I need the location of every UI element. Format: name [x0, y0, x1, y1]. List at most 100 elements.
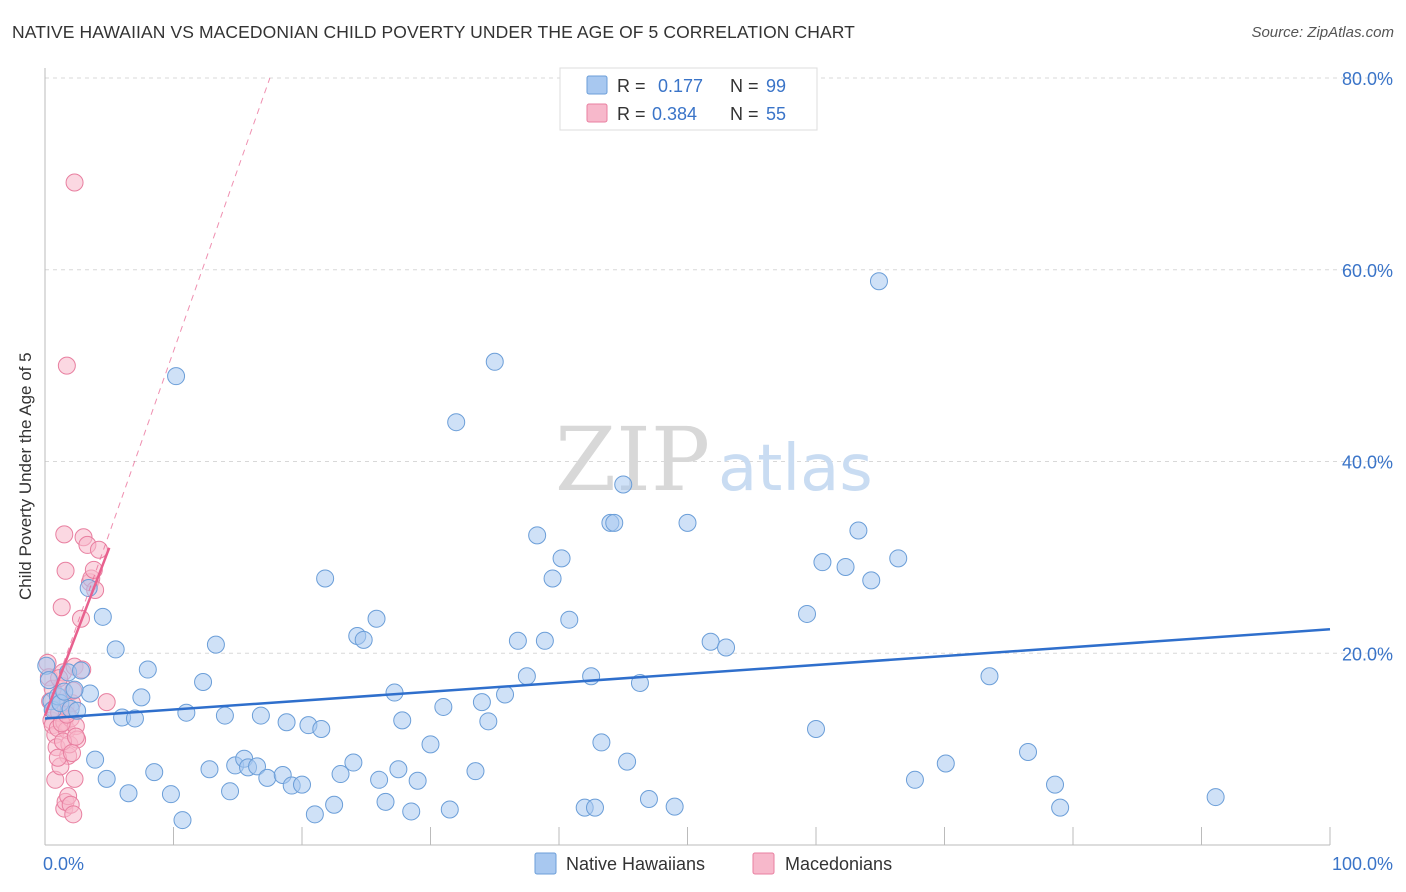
native-hawaiians-point-46	[316, 569, 335, 588]
native-hawaiians-point-103	[1051, 798, 1070, 817]
native-hawaiians-point-21	[132, 688, 151, 707]
macedonians-point-41	[55, 525, 74, 544]
native-hawaiians-point-92	[813, 553, 832, 572]
legend-r-label-1: R =	[617, 76, 646, 96]
trend-lines	[43, 77, 1331, 720]
legend-swatch-blue	[586, 75, 608, 95]
native-hawaiians-point-88	[701, 632, 720, 651]
macedonians-point-42	[56, 561, 75, 580]
native-hawaiians-point-72	[535, 631, 554, 650]
axes: 20.0% 40.0% 60.0% 80.0% 0.0% 100.0%	[43, 68, 1393, 874]
native-hawaiians-point-71	[528, 526, 547, 545]
source-label: Source: ZipAtlas.com	[1251, 24, 1394, 41]
native-hawaiians-point-104	[1206, 788, 1225, 807]
series-legend: Native Hawaiians Macedonians	[534, 852, 892, 875]
native-hawaiians-point-32	[221, 782, 240, 801]
native-hawaiians-point-97	[889, 549, 908, 568]
native-hawaiians-point-16	[97, 769, 116, 788]
native-hawaiians-point-74	[552, 549, 571, 568]
native-hawaiians-point-83	[618, 752, 637, 771]
native-hawaiians-point-1	[39, 671, 58, 690]
native-hawaiians-point-87	[678, 513, 697, 532]
y-tick-label-20: 20.0%	[1342, 644, 1393, 664]
native-hawaiians-point-62	[440, 800, 459, 819]
native-hawaiians-point-56	[389, 760, 408, 779]
watermark-atlas: atlas	[718, 432, 873, 506]
watermark: ZIP atlas	[555, 408, 873, 511]
native-hawaiians-point-61	[434, 697, 453, 716]
x-tick-label-max: 100.0%	[1332, 854, 1393, 874]
native-hawaiians-point-93	[836, 557, 855, 576]
watermark-zip: ZIP	[555, 408, 710, 511]
native-hawaiians-point-53	[370, 770, 389, 789]
native-hawaiians-point-37	[251, 706, 270, 725]
native-hawaiians-point-85	[639, 789, 658, 808]
legend-n-label-2: N =	[730, 104, 759, 124]
legend-n-value-2: 55	[766, 104, 786, 124]
legend-n-label-1: N =	[730, 76, 759, 96]
legend-r-value-2: 0.384	[652, 104, 697, 124]
macedonians-point-34	[62, 743, 81, 762]
native-hawaiians-points	[37, 272, 1225, 830]
bottom-legend-macedonians: Macedonians	[785, 854, 892, 874]
macedonians-point-40	[52, 598, 71, 617]
native-hawaiians-point-75	[560, 610, 579, 629]
native-hawaiians-point-27	[177, 703, 196, 722]
native-hawaiians-point-94	[849, 521, 868, 540]
native-hawaiians-point-30	[206, 635, 225, 654]
native-hawaiians-point-25	[167, 367, 186, 386]
native-hawaiians-point-38	[258, 768, 277, 787]
native-hawaiians-point-82	[614, 475, 633, 494]
native-hawaiians-point-101	[1019, 743, 1038, 762]
correlation-legend: R = 0.177 N = 99 R = 0.384 N = 55	[559, 67, 818, 131]
native-hawaiians-point-90	[798, 604, 817, 623]
native-hawaiians-point-19	[119, 784, 138, 803]
native-hawaiians-point-14	[86, 750, 105, 769]
native-hawaiians-point-31	[215, 706, 234, 725]
macedonians-trend-line	[43, 547, 111, 717]
native-hawaiians-point-29	[200, 760, 219, 779]
native-hawaiians-point-54	[376, 792, 395, 811]
native-hawaiians-point-86	[665, 797, 684, 816]
legend-n-value-1: 99	[766, 76, 786, 96]
native-hawaiians-point-79	[592, 733, 611, 752]
bottom-legend-swatch-macedonians	[752, 852, 775, 875]
native-hawaiians-point-96	[869, 272, 888, 291]
native-hawaiians-point-17	[106, 640, 125, 659]
native-hawaiians-point-70	[517, 667, 536, 686]
native-hawaiians-point-44	[305, 805, 324, 824]
native-hawaiians-point-67	[485, 352, 504, 371]
native-hawaiians-point-49	[344, 753, 363, 772]
native-hawaiians-point-36	[248, 757, 267, 776]
macedonians-point-35	[66, 727, 85, 746]
native-hawaiians-point-20	[125, 709, 144, 728]
native-hawaiians-point-48	[331, 765, 350, 784]
native-hawaiians-point-23	[145, 763, 164, 782]
native-hawaiians-point-10	[80, 684, 99, 703]
native-hawaiians-point-51	[354, 630, 373, 649]
native-hawaiians-point-81	[605, 513, 624, 532]
native-hawaiians-point-24	[161, 785, 180, 804]
native-hawaiians-point-22	[138, 660, 157, 679]
native-hawaiians-point-102	[1046, 775, 1065, 794]
native-hawaiians-point-59	[408, 771, 427, 790]
bottom-legend-swatch-native-hawaiians	[534, 852, 557, 875]
native-hawaiians-point-11	[65, 680, 84, 699]
y-tick-label-40: 40.0%	[1342, 453, 1393, 473]
native-hawaiians-point-66	[479, 712, 498, 731]
native-hawaiians-point-58	[402, 802, 421, 821]
y-tick-label-60: 60.0%	[1342, 261, 1393, 281]
native-hawaiians-point-64	[466, 762, 485, 781]
native-hawaiians-point-95	[862, 571, 881, 590]
native-hawaiians-point-47	[325, 795, 344, 814]
native-hawaiians-point-100	[980, 667, 999, 686]
native-hawaiians-point-99	[936, 754, 955, 773]
macedonians-point-30	[64, 805, 83, 824]
legend-swatch-pink	[586, 103, 608, 123]
native-hawaiians-point-45	[312, 719, 331, 738]
native-hawaiians-point-57	[393, 711, 412, 730]
macedonians-points	[38, 173, 116, 824]
native-hawaiians-point-26	[173, 811, 192, 830]
native-hawaiians-point-84	[630, 673, 649, 692]
